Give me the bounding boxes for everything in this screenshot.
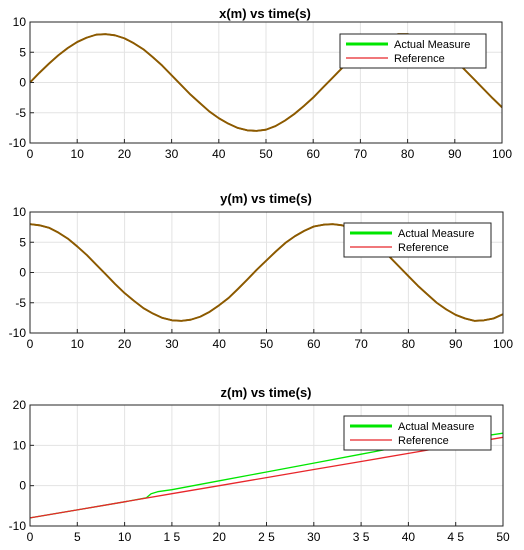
y-tick-label: -10 — [9, 519, 27, 533]
series-layer — [29, 223, 504, 322]
x-tick-label: 10 — [118, 530, 132, 544]
y-tick-label: -5 — [15, 296, 26, 310]
y-tick-label: -10 — [9, 136, 27, 150]
legend-label-actual: Actual Measure — [394, 39, 470, 51]
x-tick-label: 2 5 — [258, 530, 275, 544]
x-tick-label: 100 — [493, 337, 513, 351]
x-tick-label: 60 — [307, 337, 321, 351]
series-line-reference — [29, 223, 504, 322]
x-tick-label: 70 — [354, 147, 368, 161]
ticks: 0 10 20 30 40 50 60 70 80 90 100 -10 -5 0 5 10 — [9, 15, 513, 161]
legend-box — [343, 222, 492, 258]
x-tick-label: 5 — [74, 530, 81, 544]
x-tick-label: 20 — [213, 530, 227, 544]
legend-label-reference: Reference — [394, 53, 445, 65]
chart-title: y(m) vs time(s) — [220, 191, 312, 206]
chart-y-vs-time: y(m) vs time(s) 0 10 20 30 40 50 60 70 80 90 100-1… — [9, 191, 514, 351]
legend-label-actual: Actual Measure — [398, 421, 474, 433]
x-tick-label: 90 — [448, 147, 462, 161]
legend-box — [339, 33, 487, 69]
x-tick-label: 0 — [27, 147, 34, 161]
y-tick-label: 0 — [19, 266, 26, 280]
x-tick-label: 50 — [496, 530, 510, 544]
y-tick-label: 10 — [13, 205, 27, 219]
legend: Actual Measure Reference — [343, 222, 492, 258]
x-tick-label: 80 — [401, 147, 415, 161]
x-tick-label: 50 — [260, 337, 274, 351]
x-tick-label: 10 — [71, 337, 85, 351]
y-tick-label: 5 — [19, 45, 26, 59]
legend: Actual Measure Reference — [343, 415, 492, 451]
y-tick-label: -10 — [9, 326, 27, 340]
x-tick-label: 70 — [354, 337, 368, 351]
grid — [30, 212, 503, 333]
legend-box — [343, 415, 492, 451]
chart-title: z(m) vs time(s) — [220, 385, 311, 400]
x-tick-label: 1 5 — [164, 530, 181, 544]
y-tick-label: 10 — [13, 15, 27, 29]
legend-label-reference: Reference — [398, 435, 449, 447]
x-tick-label: 10 — [71, 147, 85, 161]
y-tick-label: 20 — [13, 398, 27, 412]
legend: Actual Measure Reference — [339, 33, 487, 69]
x-tick-label: 40 — [213, 337, 227, 351]
y-tick-label: 0 — [19, 76, 26, 90]
x-tick-label: 0 — [27, 530, 34, 544]
x-tick-label: 30 — [165, 147, 179, 161]
ticks: 0 10 20 30 40 50 60 70 80 90 100 -10 -5 0 5 10 — [9, 205, 514, 351]
chart-x-vs-time: x(m) vs time(s) 0 10 20 30 40 50 60 70 80 90 100-1… — [9, 6, 513, 161]
x-tick-label: 60 — [307, 147, 321, 161]
legend-label-reference: Reference — [398, 242, 449, 254]
x-tick-label: 20 — [118, 337, 132, 351]
x-tick-label: 80 — [402, 337, 416, 351]
y-tick-label: 5 — [19, 235, 26, 249]
y-tick-label: 10 — [13, 438, 27, 452]
y-tick-label: -5 — [15, 106, 26, 120]
grid — [30, 405, 503, 526]
x-tick-label: 30 — [307, 530, 321, 544]
chart-title: x(m) vs time(s) — [219, 6, 311, 21]
x-tick-label: 4 5 — [447, 530, 464, 544]
x-tick-label: 30 — [165, 337, 179, 351]
series-line-reference — [29, 436, 504, 519]
x-tick-label: 50 — [259, 147, 273, 161]
x-tick-label: 3 5 — [353, 530, 370, 544]
y-tick-label: 0 — [19, 479, 26, 493]
x-tick-label: 40 — [212, 147, 226, 161]
x-tick-label: 100 — [492, 147, 512, 161]
legend-label-actual: Actual Measure — [398, 228, 474, 240]
x-tick-label: 90 — [449, 337, 463, 351]
chart-z-vs-time: z(m) vs time(s) 0 5 10 1 5 20 2 5 30 3 5 40 4 5 50… — [9, 385, 510, 544]
x-tick-label: 40 — [402, 530, 416, 544]
x-tick-label: 20 — [118, 147, 132, 161]
x-tick-label: 0 — [27, 337, 34, 351]
